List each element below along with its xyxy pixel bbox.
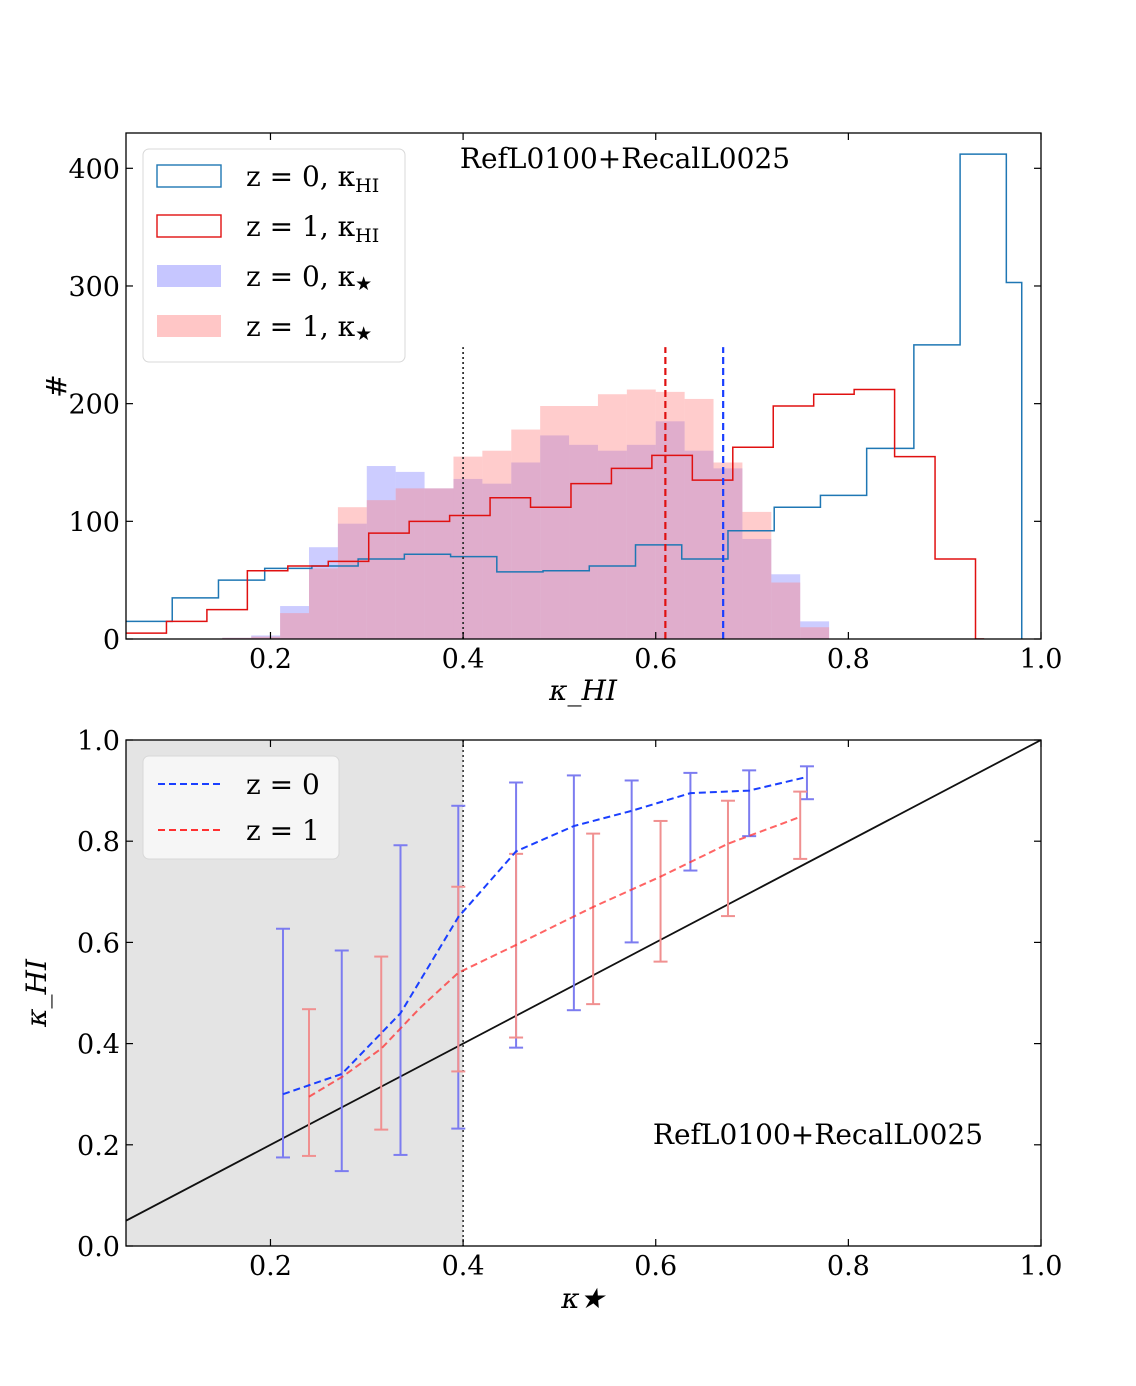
hist-bar <box>655 391 685 639</box>
hist-bar <box>309 547 338 639</box>
legend-swatch <box>157 315 221 337</box>
legend-label: z = 1, κ★ <box>246 310 372 345</box>
kappa-relation-panel: 0.2 0.4 0.6 0.8 1.0 0.0 0.2 0.4 0.6 0.8 1.0 RefL01… <box>20 726 1062 1315</box>
hist-bar <box>569 406 598 639</box>
hist-bar <box>540 435 570 639</box>
hist-bar <box>424 488 454 639</box>
hist-bar <box>395 471 425 639</box>
hist-bar <box>511 429 541 639</box>
hist-xtick-label: 0.2 <box>249 644 292 675</box>
hist-xtick-label: 0.6 <box>634 644 677 675</box>
hist-ytick-label: 100 <box>68 507 120 538</box>
line-legend: z = 0 z = 1 <box>142 755 340 860</box>
hist-bar <box>626 444 656 639</box>
series-line-0 <box>282 775 808 1096</box>
hist-bar <box>771 582 801 639</box>
hist-bar <box>684 450 714 639</box>
hist-xtick-label: 1.0 <box>1020 644 1063 675</box>
hist-bar <box>597 450 627 639</box>
hist-bar <box>309 568 338 639</box>
histogram-xlabel: κ_HI <box>548 674 618 707</box>
line-ytick-label: 0.0 <box>77 1232 120 1263</box>
hist-xtick-label: 0.8 <box>827 644 870 675</box>
line-xtick-label: 1.0 <box>1020 1251 1063 1282</box>
line-xtick-label: 0.4 <box>442 1251 485 1282</box>
hist-bar <box>424 488 454 639</box>
histogram-panel: 0.2 0.4 0.6 0.8 1.0 0 100 200 300 400 RefL0100+Re… <box>40 132 1063 707</box>
hist-bar <box>626 389 656 639</box>
histogram-ylabel: # <box>40 374 73 397</box>
hist-bar <box>337 523 367 639</box>
line-xtick-label: 0.2 <box>249 1251 292 1282</box>
legend-swatch <box>156 214 222 238</box>
line-xtick-label: 0.6 <box>634 1251 677 1282</box>
line-ytick-label: 0.2 <box>77 1131 120 1162</box>
legend-swatch <box>156 164 222 188</box>
hist-bar <box>395 488 425 639</box>
hist-bar <box>482 450 512 639</box>
line-xtick-label: 0.8 <box>827 1251 870 1282</box>
hist-bar <box>742 511 772 639</box>
hist-bar <box>366 500 396 639</box>
hist-xtick-label: 0.4 <box>442 644 485 675</box>
hist-bar <box>800 621 830 639</box>
hist-ytick-label: 0 <box>103 625 120 656</box>
hist-bar <box>540 406 570 639</box>
hist-bar <box>771 574 801 639</box>
hist-ytick-label: 200 <box>68 390 120 421</box>
hist-bar <box>800 627 830 639</box>
hist-bar <box>511 462 541 639</box>
hist-bar <box>569 444 598 639</box>
line-annotation: RefL0100+RecalL0025 <box>653 1118 983 1151</box>
histogram-axes-frame <box>125 132 1042 640</box>
hist-ytick-label: 400 <box>68 154 120 185</box>
hist-bar <box>366 466 396 639</box>
line-ytick-label: 1.0 <box>77 726 120 757</box>
legend-label: z = 1 <box>246 814 320 847</box>
histogram-annotation: RefL0100+RecalL0025 <box>460 142 790 175</box>
hist-bar <box>251 636 281 639</box>
hist-bar <box>251 635 281 639</box>
hist-ytick-label: 300 <box>68 272 120 303</box>
hist-step-0 <box>126 153 1023 639</box>
series-line-1 <box>308 815 801 1098</box>
hist-bar <box>337 507 367 639</box>
line-axes-frame <box>125 739 1042 1247</box>
legend-label: z = 0, κ★ <box>246 260 372 295</box>
line-ylabel: κ_HI <box>20 958 53 1028</box>
line-ytick-label: 0.8 <box>77 827 120 858</box>
line-ytick-label: 0.4 <box>77 1030 120 1061</box>
hist-bar <box>684 398 714 639</box>
legend-label: z = 0 <box>246 768 320 801</box>
hist-bar <box>280 613 309 639</box>
line-ytick-label: 0.6 <box>77 928 120 959</box>
hist-bar <box>280 606 309 639</box>
line-xlabel: κ★ <box>560 1282 606 1315</box>
legend-swatch <box>157 265 221 287</box>
hist-bar <box>453 456 483 639</box>
hist-step-1 <box>126 388 985 639</box>
hist-bar <box>742 538 772 639</box>
hist-bar <box>655 421 685 639</box>
hist-bar <box>597 394 627 639</box>
one-to-one-line <box>126 740 1041 1222</box>
hist-bar <box>453 478 483 639</box>
